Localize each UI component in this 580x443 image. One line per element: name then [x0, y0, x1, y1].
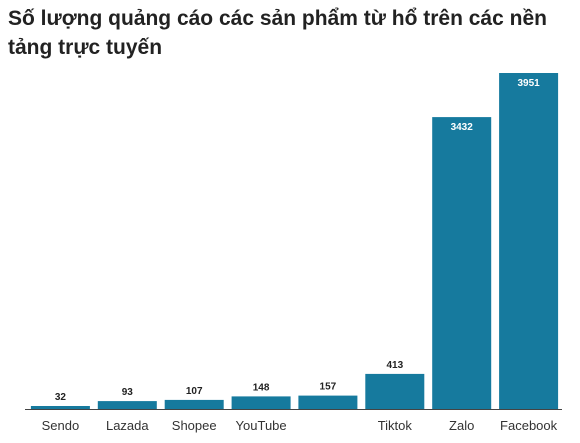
bar: [231, 396, 291, 409]
category-label: Shopee: [172, 418, 217, 433]
bars-group: [30, 73, 559, 409]
bar: [432, 117, 492, 409]
bar: [365, 373, 425, 409]
bar: [164, 399, 224, 409]
bar-value-label: 413: [386, 360, 403, 371]
bar: [499, 73, 559, 409]
bar-value-label: 32: [55, 392, 67, 403]
category-label: Sendo: [42, 418, 80, 433]
category-label: YouTube: [236, 418, 287, 433]
bar: [298, 395, 358, 409]
value-labels-group: 32 93 107 148 157 413 3432 3951: [55, 78, 540, 403]
category-label: Zalo: [449, 418, 474, 433]
bar-value-label: 3432: [451, 122, 474, 133]
category-label: Tiktok: [378, 418, 413, 433]
chart-title: Số lượng quảng cáo các sản phẩm từ hổ tr…: [8, 7, 547, 59]
category-label: Facebook: [500, 418, 558, 433]
bar-value-label: 93: [122, 387, 134, 398]
bar-value-label: 157: [320, 382, 337, 393]
bar: [97, 401, 157, 409]
bar: [30, 406, 90, 409]
bar-value-label: 107: [186, 386, 203, 397]
bar-value-label: 3951: [517, 78, 540, 89]
category-label: Lazada: [106, 418, 149, 433]
bar-value-label: 148: [253, 382, 270, 393]
category-labels-group: Sendo Lazada Shopee YouTube Tiktok Zalo Facebo…: [42, 418, 558, 433]
